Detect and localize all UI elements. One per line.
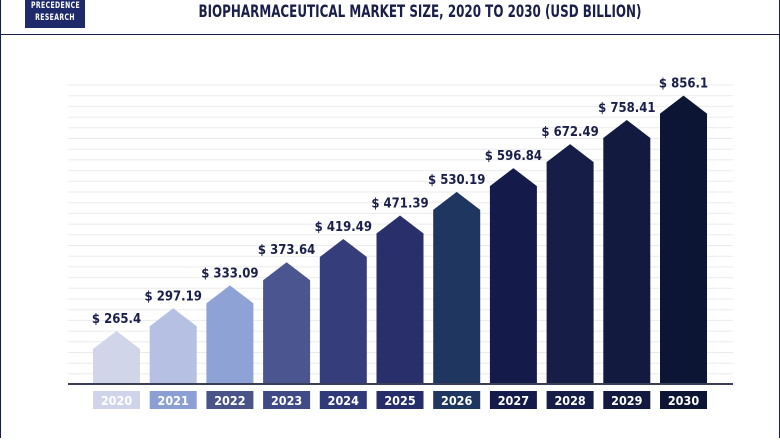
header-divider [0, 34, 780, 35]
data-label-2022: $ 333.09 [201, 266, 258, 281]
data-label-2029: $ 758.41 [598, 101, 655, 116]
year-label-box-2022 [206, 391, 254, 409]
data-label-2026: $ 530.19 [428, 173, 485, 188]
year-label-box-2028 [546, 391, 594, 409]
bar-2021 [149, 308, 197, 383]
year-label-box-2030 [660, 391, 707, 409]
bar-2027 [489, 168, 537, 383]
precedence-research-logo: PRECEDENCE RESEARCH [25, 0, 85, 28]
year-label-box-2020 [93, 391, 140, 409]
data-label-2025: $ 471.39 [371, 197, 428, 212]
x-tick-label-2023: 2023 [271, 393, 302, 408]
x-tick-label-2025: 2025 [384, 393, 415, 408]
logo-line1: PRECEDENCE [31, 1, 81, 11]
bar-2025 [376, 215, 424, 383]
x-tick-label-2021: 2021 [158, 393, 189, 408]
year-label-box-2029 [603, 391, 651, 409]
bar-2024 [319, 238, 367, 383]
bar-2028 [546, 144, 594, 383]
data-label-2020: $ 265.4 [92, 312, 141, 327]
bar-2020 [93, 331, 140, 383]
x-tick-label-2030: 2030 [668, 393, 699, 408]
bar-2023 [263, 262, 311, 383]
x-tick-label-2027: 2027 [498, 393, 529, 408]
year-label-box-2024 [319, 391, 367, 409]
chart-title: BIOPHARMACEUTICAL MARKET SIZE, 2020 TO 2… [198, 2, 642, 22]
logo-line2: RESEARCH [35, 13, 75, 23]
year-label-box-2027 [489, 391, 537, 409]
data-label-2028: $ 672.49 [541, 125, 598, 140]
bar-2030 [660, 95, 707, 384]
bar-2026 [433, 191, 481, 383]
x-tick-label-2024: 2024 [328, 393, 359, 408]
year-label-box-2026 [433, 391, 481, 409]
year-label-box-2025 [376, 391, 424, 409]
x-tick-label-2029: 2029 [611, 393, 642, 408]
bar-2029 [603, 119, 651, 383]
x-tick-label-2026: 2026 [441, 393, 472, 408]
x-tick-label-2028: 2028 [554, 393, 585, 408]
data-label-2024: $ 419.49 [315, 220, 372, 235]
data-label-2023: $ 373.64 [258, 243, 315, 258]
year-label-box-2023 [263, 391, 311, 409]
x-tick-label-2020: 2020 [101, 393, 132, 408]
year-label-box-2021 [149, 391, 197, 409]
data-label-2027: $ 596.84 [485, 149, 542, 164]
x-tick-label-2022: 2022 [214, 393, 245, 408]
data-label-2030: $ 856.1 [659, 77, 708, 92]
data-label-2021: $ 297.19 [145, 289, 202, 304]
bar-2022 [206, 285, 254, 383]
